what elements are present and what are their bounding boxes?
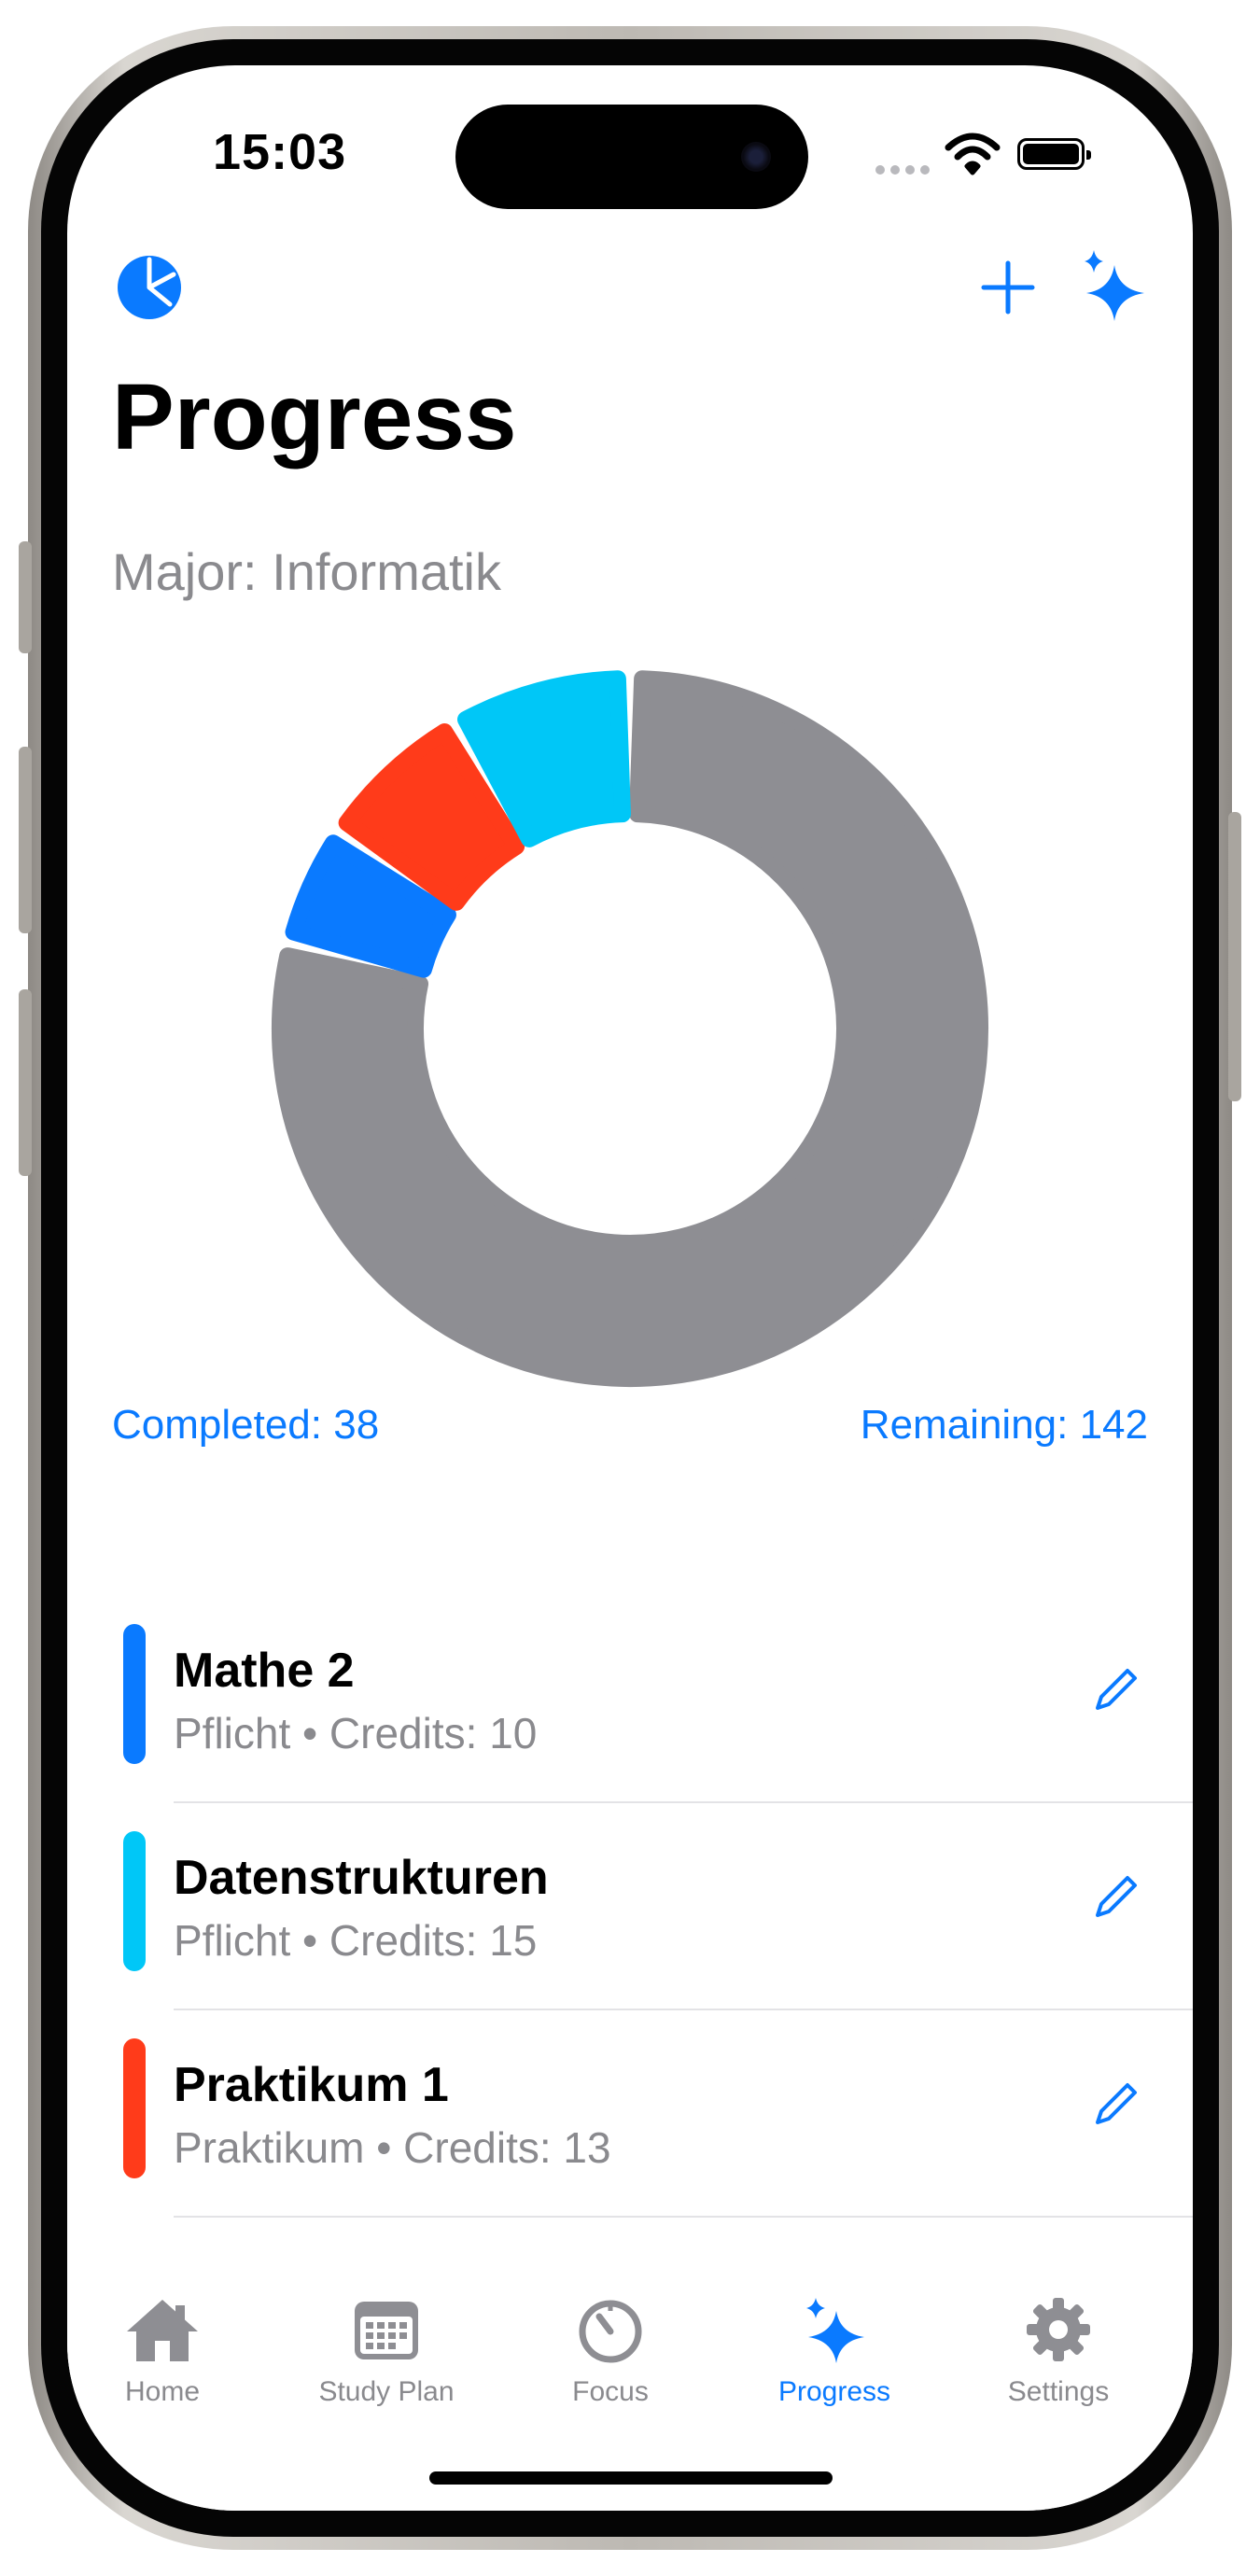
timer-icon: [579, 2300, 642, 2363]
course-color-bar: [123, 1624, 146, 1764]
power-button: [1228, 812, 1241, 1101]
row-divider: [174, 2009, 1193, 2010]
tab-study-plan[interactable]: Study Plan: [274, 2296, 498, 2408]
pencil-icon[interactable]: [1090, 1870, 1142, 1923]
row-divider: [174, 1801, 1193, 1803]
course-color-bar: [123, 2038, 146, 2178]
row-divider: [174, 2216, 1193, 2218]
donut-segment-datenstrukturen: [456, 670, 631, 847]
screen: 15:03 Progress Major: Informatik Complet…: [67, 65, 1193, 2511]
donut-segment-remaining: [272, 670, 988, 1387]
battery-icon: [1017, 138, 1091, 170]
course-meta: Pflicht • Credits: 10: [174, 1709, 538, 1757]
sparkles-icon: [806, 2298, 864, 2363]
tab-home[interactable]: Home: [67, 2296, 274, 2408]
add-button[interactable]: [978, 258, 1038, 317]
tab-label: Progress: [777, 2376, 891, 2407]
tab-label: Home: [124, 2376, 201, 2407]
action-button: [19, 541, 32, 653]
completed-credits: Completed: 38: [112, 1402, 380, 1448]
house-icon: [127, 2300, 198, 2361]
volume-up-button: [19, 747, 32, 933]
sparkles-button[interactable]: [1079, 248, 1148, 323]
tab-bar: [67, 2231, 1193, 2511]
gear-icon: [1027, 2298, 1090, 2361]
course-row[interactable]: Mathe 2 Pflicht • Credits: 10: [67, 1596, 1193, 1803]
pencil-icon[interactable]: [1090, 1663, 1142, 1715]
major-label: Major: Informatik: [112, 542, 501, 601]
wifi-icon: [945, 133, 1001, 175]
donut-segment-praktikum-1: [338, 723, 525, 911]
donut-segment-mathe-2: [285, 834, 456, 978]
tab-label: Study Plan: [318, 2376, 455, 2407]
course-name: Mathe 2: [174, 1644, 355, 1698]
course-name: Praktikum 1: [174, 2058, 449, 2112]
course-row[interactable]: Praktikum 1 Praktikum • Credits: 13: [67, 2010, 1193, 2218]
tab-settings[interactable]: Settings: [946, 2296, 1170, 2408]
cellular-signal-icon: [875, 162, 935, 179]
course-color-bar: [123, 1831, 146, 1971]
course-name: Datenstrukturen: [174, 1851, 549, 1905]
dynamic-island: [455, 105, 808, 209]
camera-icon: [741, 142, 771, 172]
course-meta: Praktikum • Credits: 13: [174, 2123, 611, 2172]
home-indicator: [429, 2471, 833, 2485]
course-row[interactable]: Datenstrukturen Pflicht • Credits: 15: [67, 1803, 1193, 2010]
pie-chart-icon[interactable]: [116, 254, 183, 321]
volume-down-button: [19, 989, 32, 1176]
course-meta: Pflicht • Credits: 15: [174, 1916, 538, 1965]
tab-focus[interactable]: Focus: [498, 2296, 722, 2408]
pencil-icon[interactable]: [1090, 2078, 1142, 2130]
calendar-icon: [355, 2302, 418, 2359]
page-title: Progress: [112, 365, 517, 469]
remaining-credits: Remaining: 142: [860, 1402, 1148, 1448]
course-list: Mathe 2 Pflicht • Credits: 10 Datenstruk…: [67, 1596, 1193, 2218]
progress-donut-chart: [272, 670, 988, 1387]
status-time: 15:03: [213, 124, 347, 180]
tab-progress[interactable]: Progress: [722, 2296, 946, 2408]
tab-label: Settings: [1007, 2376, 1110, 2407]
tab-label: Focus: [572, 2376, 649, 2407]
